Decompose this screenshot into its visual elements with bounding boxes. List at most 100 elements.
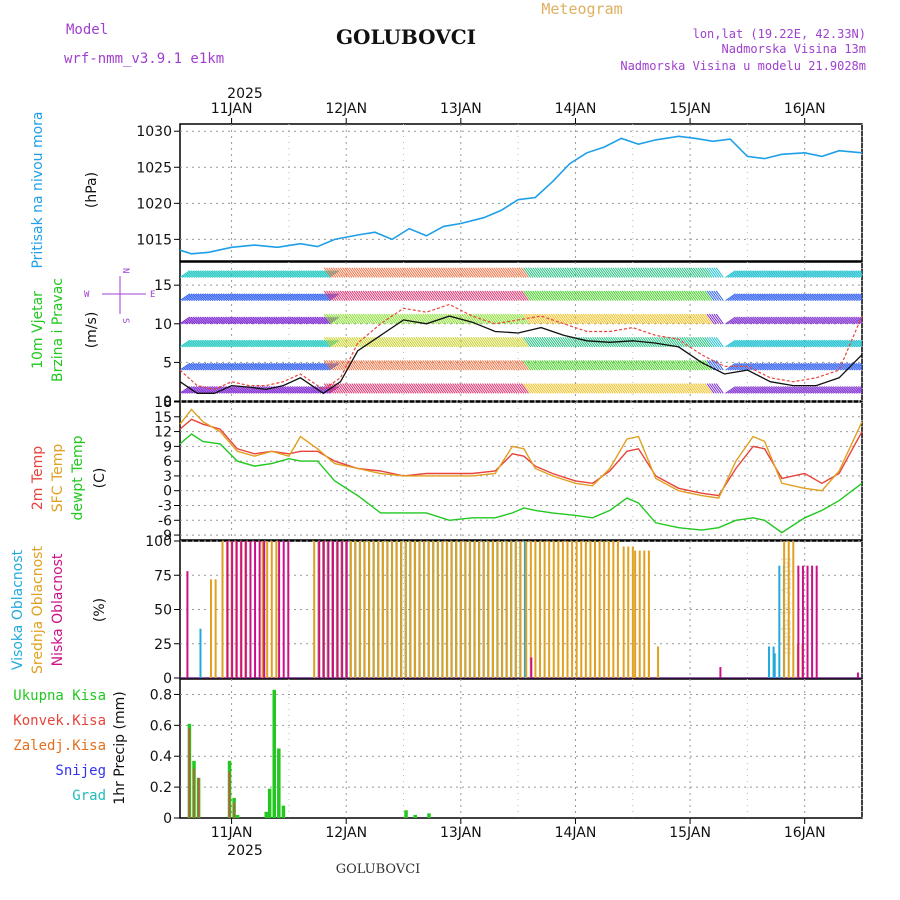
wind-barb	[559, 360, 568, 371]
wind-barb	[814, 339, 826, 348]
wind-barb	[397, 267, 406, 278]
wind-barb	[686, 267, 694, 278]
wind-barb	[699, 267, 708, 278]
wind-barb	[708, 267, 717, 278]
mid-cloud-bar	[441, 541, 444, 678]
wind-barb	[741, 339, 752, 348]
wind-barb	[200, 270, 211, 278]
wind-barb	[853, 340, 862, 348]
wind-barb	[472, 360, 481, 371]
wind-barb	[532, 336, 541, 348]
wind-barb	[445, 313, 454, 325]
wind-barb	[447, 383, 456, 394]
wind-barb	[773, 362, 784, 371]
wind-barb	[209, 362, 220, 371]
wind-barb	[715, 360, 724, 371]
wind-barb	[690, 336, 699, 348]
wind-barb	[374, 360, 383, 371]
wind-barb	[534, 267, 543, 278]
wind-barb	[475, 290, 484, 301]
wind-barb	[692, 290, 701, 301]
wind-barb	[725, 270, 736, 278]
wind-barb	[186, 293, 198, 302]
top-day-label: 15JAN	[669, 101, 711, 117]
wind-barb	[330, 290, 339, 301]
wind-barb	[454, 267, 463, 278]
wind-barb	[301, 362, 312, 371]
wind-barb	[631, 383, 639, 394]
wind-barb	[422, 360, 431, 371]
wind-barb	[582, 313, 591, 325]
wind-barb	[298, 362, 310, 371]
wind-barb	[644, 313, 653, 325]
wind-barb	[445, 383, 454, 394]
wind-barb	[353, 267, 362, 278]
wind-barb	[743, 339, 755, 348]
wind-barb	[289, 386, 301, 394]
wind-barb	[285, 316, 296, 325]
wind-barb	[477, 383, 486, 394]
wind-barb	[543, 267, 552, 278]
wind-barb	[202, 362, 214, 371]
wind-barb	[333, 267, 341, 278]
wind-barb	[814, 386, 826, 394]
wind-barb	[514, 267, 522, 278]
wind-barb	[433, 336, 442, 348]
wind-barb	[417, 290, 426, 301]
wind-barb	[585, 313, 594, 325]
mid-cloud-bar	[359, 541, 362, 678]
wind-barb	[392, 336, 401, 348]
mid-cloud-bar	[538, 541, 541, 678]
wind-barb	[530, 336, 539, 348]
wind-barb	[344, 267, 353, 278]
wind-barb	[610, 313, 619, 325]
wind-barb	[633, 360, 642, 371]
y-tick-label: -3	[158, 499, 172, 515]
wind-barb	[828, 270, 839, 278]
wind-barb	[713, 336, 722, 348]
wind-barb	[537, 360, 545, 371]
wind-barb	[227, 270, 239, 278]
wind-barb	[819, 316, 830, 325]
wind-barb	[633, 267, 642, 278]
wind-barb	[518, 290, 527, 301]
wind-barb	[614, 383, 623, 394]
wind-barb	[516, 313, 525, 325]
wind-barb	[511, 267, 520, 278]
wind-barb	[686, 360, 694, 371]
wind-barb	[828, 339, 839, 348]
wind-barb	[257, 316, 269, 325]
wind-barb	[708, 383, 717, 394]
wind-barb	[424, 267, 433, 278]
wind-barb	[182, 270, 193, 278]
wind-barb	[328, 336, 337, 348]
wind-barb	[697, 290, 706, 301]
wind-barb	[633, 336, 642, 348]
wind-barb	[853, 317, 862, 325]
low-cloud-bar	[530, 657, 533, 678]
wind-barb	[477, 313, 486, 325]
wind-barb	[628, 336, 637, 348]
wind-barb	[624, 360, 633, 371]
wind-barb	[787, 362, 798, 371]
top-day-label: 16JAN	[784, 101, 826, 117]
wind-barb	[748, 339, 759, 348]
wind-barb	[656, 267, 665, 278]
wind-barb	[337, 290, 346, 301]
wind-barb	[619, 313, 628, 325]
wind-barb	[317, 339, 328, 348]
wind-barb	[727, 362, 739, 371]
wind-barb	[787, 270, 798, 278]
wind-barb	[833, 386, 844, 394]
wind-barb	[736, 339, 748, 348]
wind-barb	[294, 270, 305, 278]
wind-barb	[204, 386, 216, 394]
wind-barb	[449, 290, 458, 301]
wind-barb	[351, 360, 360, 371]
wind-barb	[752, 339, 764, 348]
wind-barb	[849, 386, 860, 394]
wind-barb	[530, 383, 539, 394]
wind-barb	[821, 270, 833, 278]
wind-barb	[775, 270, 787, 278]
wind-barb	[784, 316, 796, 325]
